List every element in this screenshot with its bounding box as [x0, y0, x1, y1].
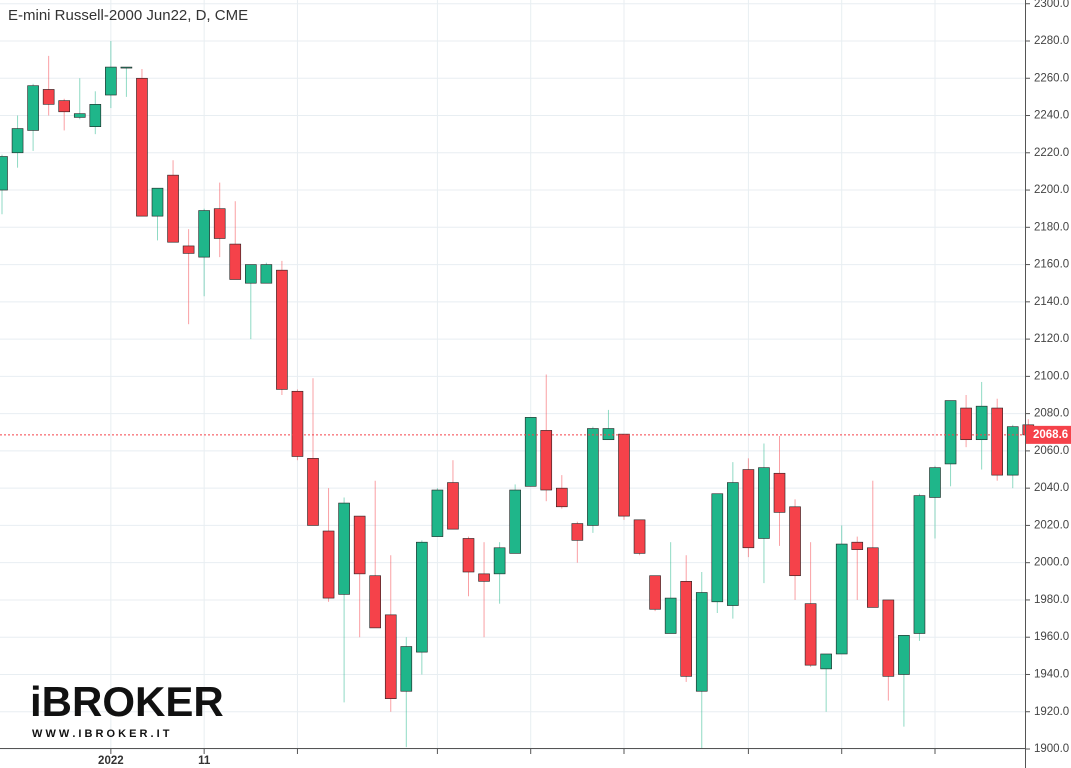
y-tick-label: 2020.0 — [1034, 519, 1069, 531]
candle-body — [369, 575, 382, 629]
candle-body — [400, 646, 413, 692]
candle-body — [602, 428, 615, 441]
candle-body — [711, 493, 724, 603]
y-tick-label: 2060.0 — [1034, 445, 1069, 457]
candle-body — [991, 407, 1004, 476]
candle-body — [758, 467, 770, 539]
candle-body — [944, 400, 957, 465]
candle-body — [136, 77, 148, 217]
candle-body — [167, 174, 179, 243]
candle-body — [322, 530, 335, 599]
candle-body — [898, 635, 910, 675]
y-tick-label: 2040.0 — [1034, 482, 1069, 494]
candle-body — [727, 482, 739, 606]
candle-body — [960, 407, 972, 441]
candle-body — [276, 269, 288, 390]
last-price-box — [1026, 425, 1071, 444]
candle-body — [42, 89, 55, 105]
y-tick-label: 2280.0 — [1034, 35, 1069, 47]
candle-body — [307, 458, 319, 526]
candle-body — [913, 495, 926, 634]
candle-body — [89, 104, 102, 127]
y-tick-label: 2100.0 — [1034, 370, 1069, 382]
candle-body — [633, 519, 646, 554]
y-tick-label: 1960.0 — [1034, 631, 1069, 643]
x-tick-label: 2022 — [98, 755, 124, 767]
candle-body — [73, 113, 86, 118]
y-tick-label: 2220.0 — [1034, 147, 1069, 159]
y-tick-label: 2120.0 — [1034, 333, 1069, 345]
y-tick-label: 2080.0 — [1034, 408, 1069, 420]
candle-body — [851, 541, 864, 550]
candle-body — [151, 187, 164, 217]
candle-body — [975, 405, 988, 441]
candle-body — [338, 502, 350, 595]
candle-body — [478, 573, 490, 582]
candle-body — [509, 489, 521, 554]
candle-body — [540, 430, 553, 491]
candle-body — [120, 66, 133, 69]
candle-body — [11, 128, 24, 154]
candle-body — [416, 541, 428, 653]
y-tick-label: 2300.0 — [1034, 0, 1069, 10]
candle-body — [229, 243, 242, 280]
candle-body — [882, 599, 895, 677]
y-tick-label: 2180.0 — [1034, 221, 1069, 233]
candle-body — [462, 538, 475, 573]
y-tick-label: 1980.0 — [1034, 594, 1069, 606]
candle-body — [680, 581, 693, 677]
x-tick-label: 11 — [198, 755, 211, 767]
candle-body — [649, 575, 661, 610]
candle-body — [866, 547, 879, 608]
candle-body — [384, 614, 397, 699]
candle-body — [789, 506, 801, 577]
y-tick-label: 2000.0 — [1034, 557, 1069, 569]
candle-body — [571, 523, 584, 541]
candle-body — [213, 208, 226, 239]
candle-body — [929, 467, 941, 498]
candle-body — [773, 472, 786, 513]
y-tick-label: 1900.0 — [1034, 743, 1069, 755]
candle-body — [1006, 426, 1019, 476]
candle-body — [27, 85, 39, 131]
y-tick-label: 1920.0 — [1034, 706, 1069, 718]
last-price-label: 2068.6 — [1033, 429, 1068, 441]
y-tick-label: 1940.0 — [1034, 669, 1069, 681]
candle-body — [291, 390, 304, 457]
candle-body — [820, 653, 832, 670]
logo-url: W W W . I B R O K E R . I T — [32, 728, 170, 740]
candle-body — [447, 482, 459, 530]
candle-body — [555, 487, 568, 508]
candle-body — [524, 417, 537, 487]
y-tick-label: 2260.0 — [1034, 72, 1069, 84]
y-tick-label: 2200.0 — [1034, 184, 1069, 196]
candle-body — [182, 245, 195, 254]
candle-body — [835, 543, 848, 655]
candle-body — [105, 66, 117, 96]
candle-body — [198, 210, 210, 258]
candle-body — [0, 156, 8, 191]
logo-name: iBROKER — [30, 678, 224, 725]
candle-body — [493, 547, 506, 575]
candle-body — [742, 469, 755, 549]
candle-body — [353, 515, 366, 575]
candle-body — [664, 597, 677, 634]
candle-body — [618, 433, 630, 517]
candle-body — [260, 264, 273, 284]
y-tick-label: 2160.0 — [1034, 259, 1069, 271]
candle-body — [587, 428, 599, 526]
candle-body — [58, 100, 71, 113]
candle-body — [245, 264, 257, 284]
candle-body — [431, 489, 444, 537]
candle-body — [695, 592, 708, 692]
chart-title: E-mini Russell-2000 Jun22, D, CME — [8, 7, 248, 24]
y-tick-label: 2140.0 — [1034, 296, 1069, 308]
candle-body — [804, 603, 817, 666]
y-tick-label: 2240.0 — [1034, 110, 1069, 122]
